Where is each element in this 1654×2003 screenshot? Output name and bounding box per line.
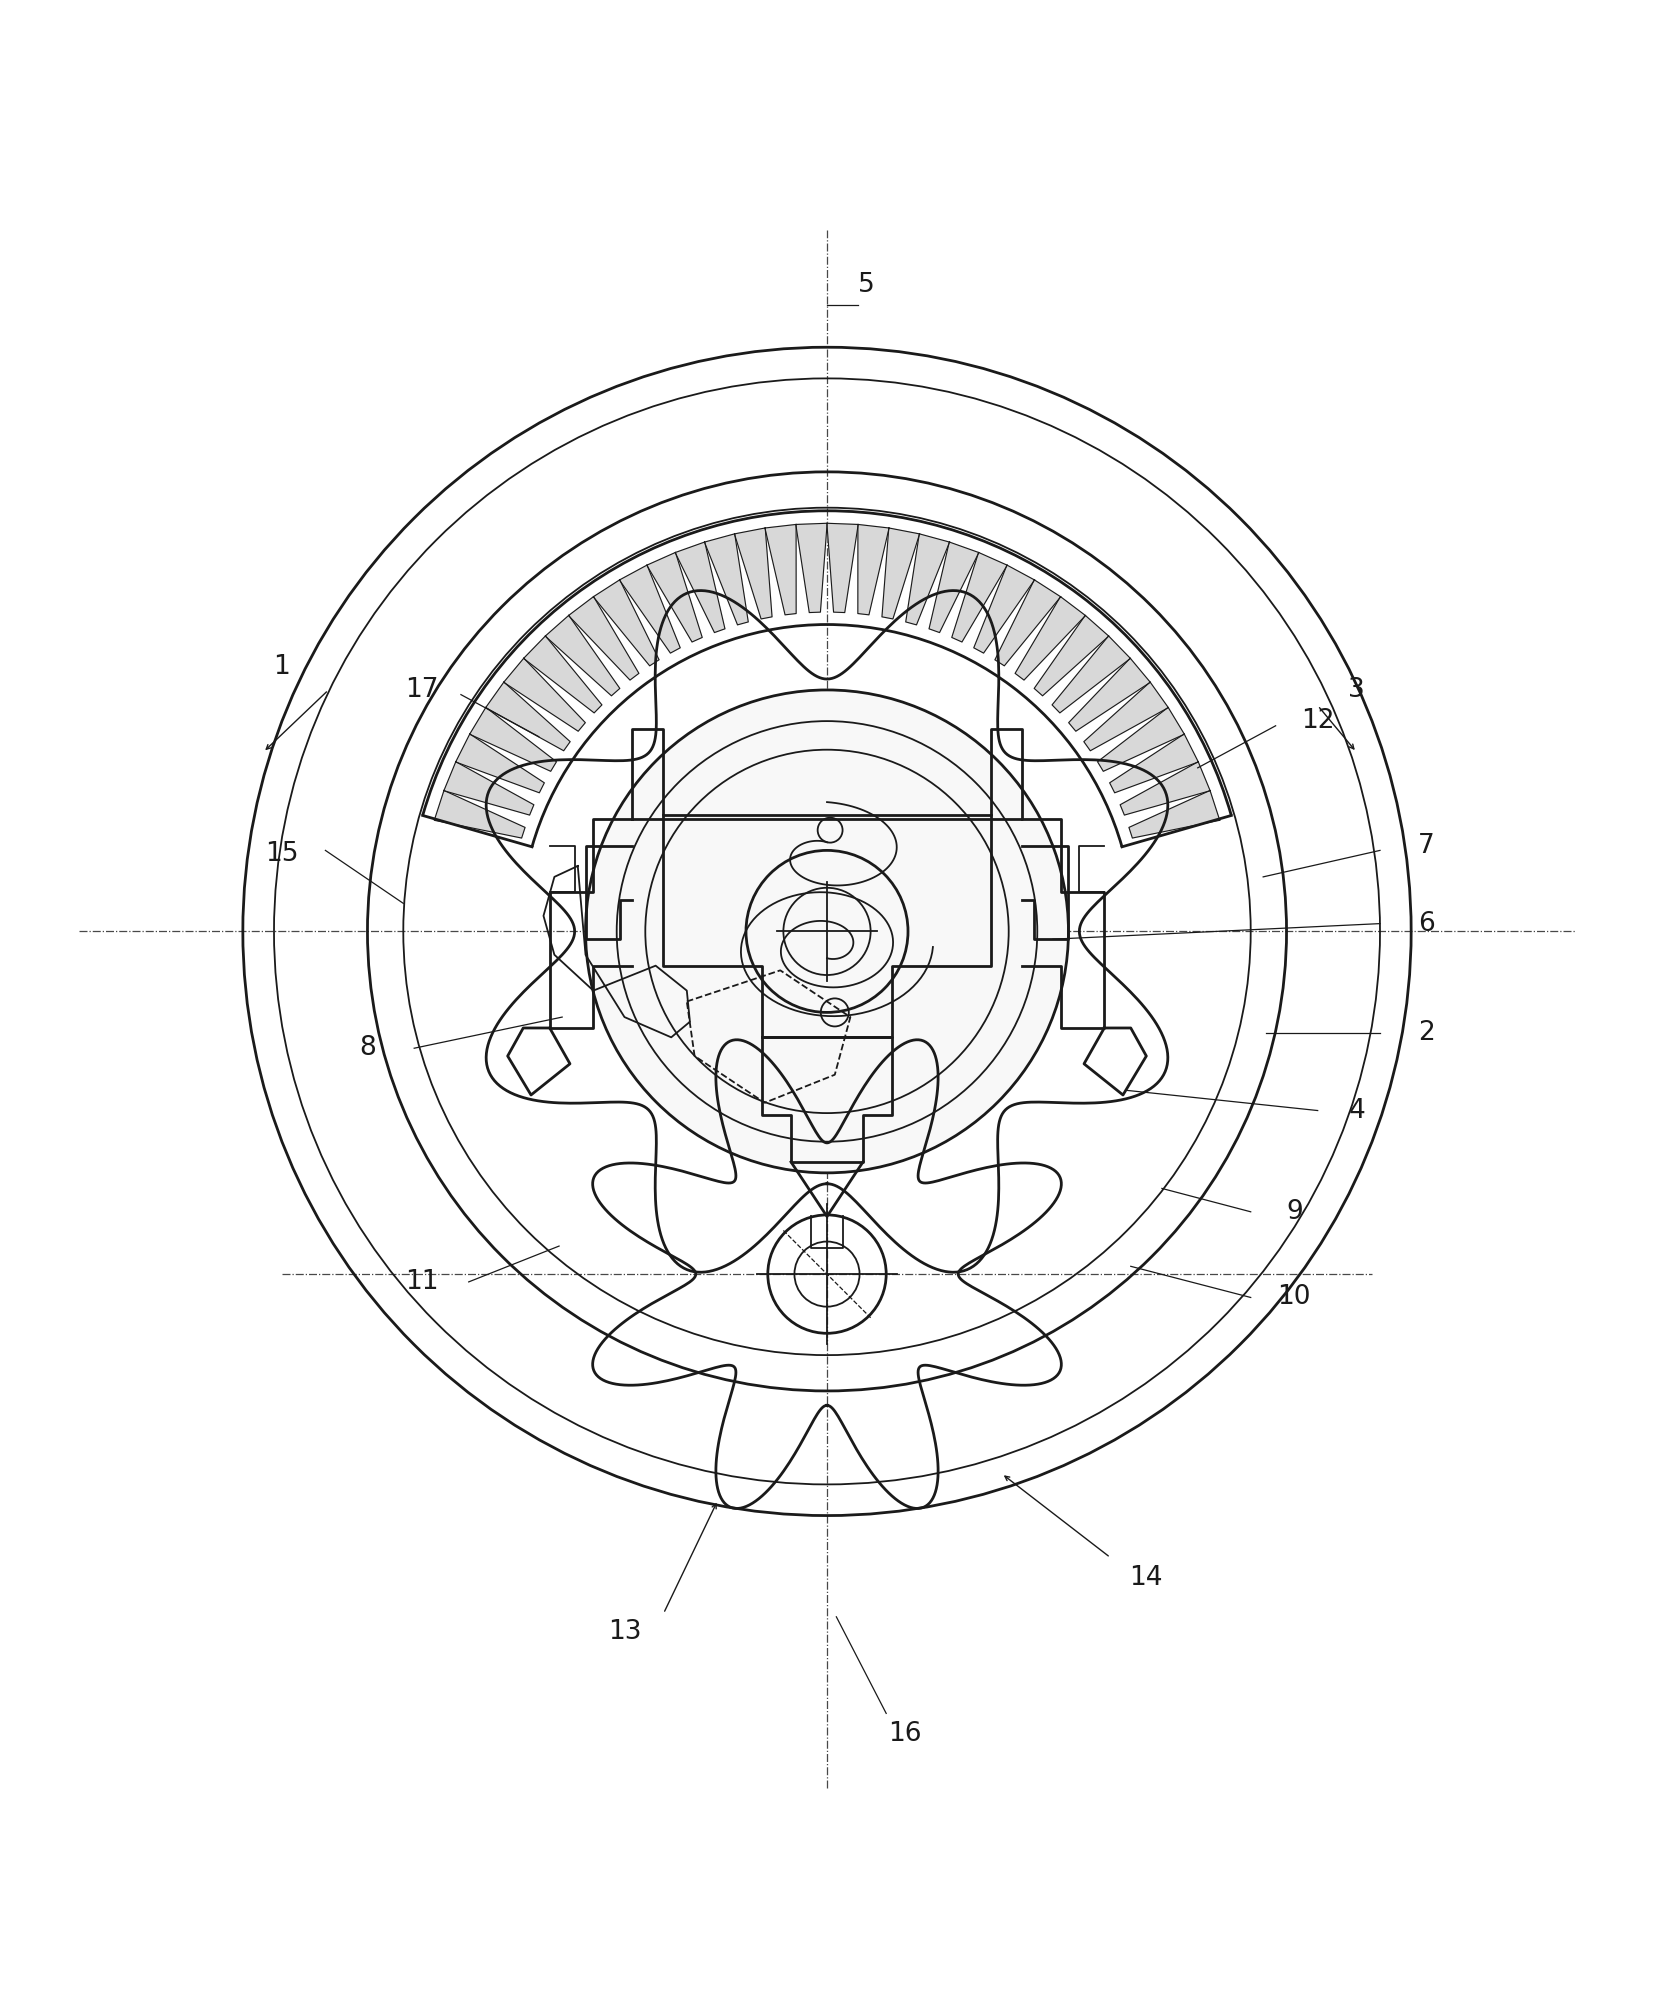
Text: 5: 5 xyxy=(857,272,875,298)
Text: 16: 16 xyxy=(888,1721,921,1747)
Text: 11: 11 xyxy=(405,1268,438,1294)
Text: 3: 3 xyxy=(1348,677,1365,703)
Polygon shape xyxy=(930,543,979,633)
Polygon shape xyxy=(827,523,858,613)
Polygon shape xyxy=(1098,707,1184,771)
Polygon shape xyxy=(546,615,620,695)
Polygon shape xyxy=(620,565,680,653)
Polygon shape xyxy=(457,733,544,793)
Polygon shape xyxy=(705,535,748,625)
Polygon shape xyxy=(524,635,602,713)
Polygon shape xyxy=(1052,635,1130,713)
Text: 8: 8 xyxy=(359,1036,375,1062)
Text: 6: 6 xyxy=(1419,911,1436,937)
Text: 17: 17 xyxy=(405,677,438,703)
Text: 14: 14 xyxy=(1130,1564,1163,1590)
Polygon shape xyxy=(951,553,1007,643)
Polygon shape xyxy=(435,791,524,837)
Polygon shape xyxy=(594,579,658,665)
Polygon shape xyxy=(796,523,827,613)
Polygon shape xyxy=(1068,659,1150,731)
Polygon shape xyxy=(1016,597,1085,681)
Polygon shape xyxy=(996,579,1060,665)
Polygon shape xyxy=(764,525,796,615)
Polygon shape xyxy=(906,535,949,625)
Polygon shape xyxy=(443,761,534,815)
Polygon shape xyxy=(675,543,724,633)
Polygon shape xyxy=(882,529,920,619)
Polygon shape xyxy=(858,525,890,615)
Polygon shape xyxy=(569,597,638,681)
Text: 1: 1 xyxy=(273,653,289,679)
Polygon shape xyxy=(974,565,1034,653)
Polygon shape xyxy=(1110,733,1197,793)
Text: 9: 9 xyxy=(1285,1200,1303,1224)
Polygon shape xyxy=(1120,761,1211,815)
Polygon shape xyxy=(486,683,571,751)
Circle shape xyxy=(586,689,1068,1174)
Polygon shape xyxy=(1083,683,1168,751)
Text: 15: 15 xyxy=(265,841,298,867)
Text: 7: 7 xyxy=(1419,833,1436,859)
Text: 10: 10 xyxy=(1277,1284,1312,1310)
Polygon shape xyxy=(647,553,703,643)
Polygon shape xyxy=(1130,791,1219,837)
Polygon shape xyxy=(1034,615,1108,695)
Text: 13: 13 xyxy=(607,1618,642,1644)
Text: 4: 4 xyxy=(1348,1098,1365,1124)
Polygon shape xyxy=(504,659,586,731)
Polygon shape xyxy=(470,707,556,771)
Polygon shape xyxy=(734,529,772,619)
Text: 2: 2 xyxy=(1419,1020,1436,1046)
Text: 12: 12 xyxy=(1302,709,1335,735)
